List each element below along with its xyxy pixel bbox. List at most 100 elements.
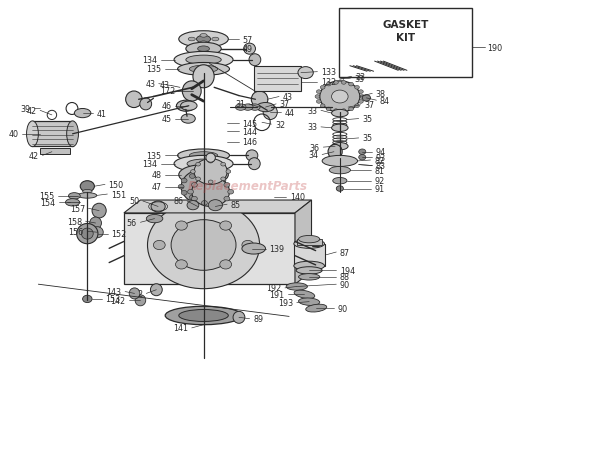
Circle shape: [201, 201, 207, 206]
Circle shape: [189, 196, 195, 200]
Bar: [339, 9, 472, 78]
Circle shape: [298, 67, 313, 79]
Ellipse shape: [165, 307, 242, 325]
Text: 49: 49: [242, 45, 253, 54]
Circle shape: [187, 201, 199, 210]
Text: 56: 56: [127, 218, 137, 227]
Circle shape: [349, 108, 353, 112]
Ellipse shape: [189, 66, 218, 73]
Ellipse shape: [198, 47, 209, 52]
Text: 154: 154: [40, 198, 55, 207]
Ellipse shape: [135, 295, 146, 306]
Circle shape: [326, 108, 331, 112]
Circle shape: [342, 110, 346, 113]
Ellipse shape: [78, 193, 97, 199]
Ellipse shape: [188, 38, 195, 42]
Text: 47: 47: [152, 183, 162, 192]
Text: 157: 157: [70, 204, 85, 213]
Text: 134: 134: [143, 56, 158, 65]
Text: 87: 87: [340, 248, 350, 257]
Text: 33: 33: [354, 74, 364, 84]
Text: 34: 34: [309, 151, 319, 160]
Circle shape: [153, 241, 165, 250]
Ellipse shape: [140, 99, 152, 111]
Text: 140: 140: [290, 193, 304, 202]
Ellipse shape: [83, 190, 92, 194]
Text: 150: 150: [109, 180, 124, 190]
Ellipse shape: [67, 122, 78, 147]
Bar: [294, 244, 324, 266]
Text: 81: 81: [374, 166, 384, 175]
Circle shape: [175, 222, 188, 231]
Text: 190: 190: [487, 44, 502, 53]
Ellipse shape: [174, 52, 233, 69]
Text: 153: 153: [106, 295, 121, 304]
Ellipse shape: [296, 267, 322, 274]
Ellipse shape: [251, 92, 268, 108]
Circle shape: [224, 183, 230, 188]
Ellipse shape: [91, 227, 103, 238]
Circle shape: [189, 174, 195, 179]
Ellipse shape: [179, 32, 228, 48]
Text: 35: 35: [362, 115, 372, 124]
Ellipse shape: [181, 102, 197, 111]
Text: 172: 172: [160, 87, 175, 96]
Text: 31: 31: [235, 100, 245, 109]
Bar: [297, 240, 322, 245]
Text: 43: 43: [283, 93, 293, 102]
Text: 156: 156: [68, 227, 84, 236]
Ellipse shape: [244, 44, 255, 55]
Circle shape: [320, 105, 325, 108]
Ellipse shape: [68, 193, 80, 200]
Ellipse shape: [179, 310, 228, 322]
Text: 91: 91: [374, 185, 384, 194]
Circle shape: [80, 181, 94, 192]
Ellipse shape: [294, 240, 324, 249]
Text: 142: 142: [110, 296, 125, 305]
Circle shape: [219, 222, 231, 231]
Text: 89: 89: [253, 314, 263, 324]
Text: 83: 83: [376, 162, 386, 171]
Circle shape: [342, 81, 346, 85]
Text: 33: 33: [307, 106, 317, 116]
Circle shape: [336, 186, 343, 192]
Ellipse shape: [200, 42, 207, 45]
Text: 39: 39: [21, 105, 31, 114]
Polygon shape: [124, 201, 312, 213]
Ellipse shape: [322, 156, 358, 167]
Text: 85: 85: [231, 200, 241, 209]
Ellipse shape: [294, 291, 315, 299]
Text: 135: 135: [146, 65, 162, 74]
Text: 92: 92: [374, 177, 384, 186]
Text: 42: 42: [29, 151, 39, 161]
Circle shape: [355, 86, 359, 90]
Text: 151: 151: [111, 190, 126, 199]
Ellipse shape: [286, 283, 307, 291]
Ellipse shape: [329, 167, 350, 174]
Text: 158: 158: [67, 217, 82, 226]
Ellipse shape: [186, 56, 221, 65]
Circle shape: [224, 197, 230, 202]
Text: 33: 33: [355, 73, 365, 82]
Text: 43: 43: [145, 80, 155, 89]
Circle shape: [219, 260, 231, 269]
Bar: [40, 148, 70, 155]
Circle shape: [360, 95, 365, 99]
Circle shape: [191, 170, 195, 174]
Text: 37: 37: [280, 100, 290, 109]
Ellipse shape: [233, 312, 245, 324]
Bar: [254, 67, 301, 92]
Circle shape: [191, 183, 197, 188]
Text: 191: 191: [269, 290, 284, 299]
Circle shape: [171, 220, 236, 271]
Text: 88: 88: [340, 273, 350, 282]
Text: 135: 135: [146, 151, 162, 161]
Text: 57: 57: [242, 35, 253, 45]
Ellipse shape: [187, 160, 220, 169]
Circle shape: [201, 179, 207, 184]
Ellipse shape: [178, 63, 230, 76]
Text: 193: 193: [278, 298, 293, 308]
Circle shape: [320, 86, 325, 90]
Text: 42: 42: [27, 106, 37, 116]
Ellipse shape: [235, 105, 246, 111]
